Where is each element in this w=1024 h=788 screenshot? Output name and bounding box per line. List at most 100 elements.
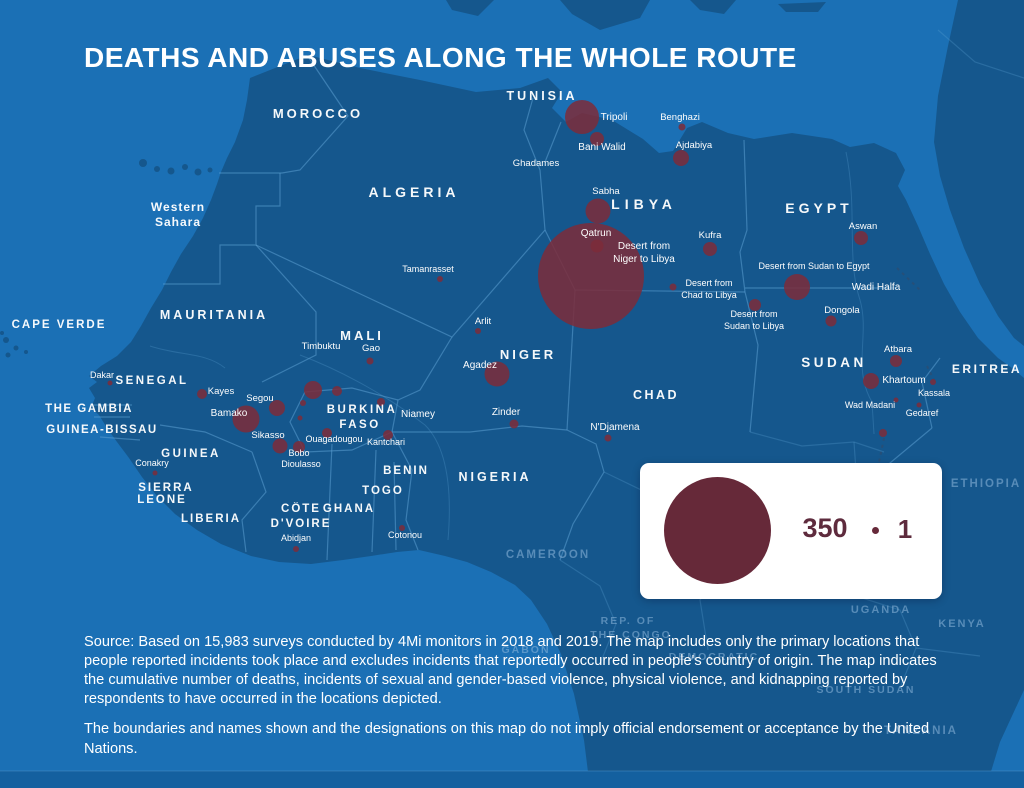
city-label-sabha: Sabha [592,186,620,197]
bubble-mali-small-area [300,400,306,406]
bubble-khartoum [863,373,879,389]
city-label-benghazi: Benghazi [660,112,700,123]
country-label-algeria: ALGERIA [369,184,460,200]
bubble-cotonou [399,525,405,531]
city-label-desert-from-sudan-to-egypt: Desert from Sudan to Egypt [758,261,870,271]
city-label-cotonou: Cotonou [388,530,422,540]
bubble-mopti-area [304,381,322,399]
city-label-tripoli: Tripoli [601,112,628,123]
city-label-khartoum: Khartoum [882,375,925,386]
bubble-ethiopia-border-area [879,429,887,437]
faded-label-rep-of: REP. OF [601,615,656,627]
city-label-wadi-halfa: Wadi Halfa [852,282,901,293]
city-label-desert-from: Desert from [730,309,777,319]
source-paragraph-2: The boundaries and names shown and the d… [84,721,930,757]
source-paragraph-1: Source: Based on 15,983 surveys conducte… [84,634,937,708]
country-label-nigeria: NIGERIA [458,470,531,484]
bubble-tamanrasset [437,276,443,282]
country-label-morocco: MOROCCO [273,106,363,121]
city-label-niger-to-libya: Niger to Libya [613,254,675,265]
bubble-desert-from-sudan-to-libya [749,299,761,311]
bubble-sabha [585,198,611,224]
bubble-desert-from-chad-to-libya [669,283,677,291]
faded-label-uganda: UGANDA [851,604,911,616]
country-label-guinea-bissau: GUINEA-BISSAU [46,424,158,436]
country-label-ghana: GHANA [323,503,375,515]
country-label-the-gambia: THE GAMBIA [45,403,133,415]
country-label-benin: BENIN [383,465,429,477]
country-label-liberia: LIBERIA [181,513,241,525]
bubble-conakry [152,470,158,476]
faded-labels-layer: CAMEROON REP. OF THE CONGO GABON DEMOCRATIC S… [501,478,1019,737]
city-labels-layer: Tripoli Bani Walid Benghazi Ajdabiya Ghadame… [90,112,950,543]
bubble-atbara [890,355,902,367]
country-label-sudan: SUDAN [801,355,867,370]
country-borders [94,29,1024,689]
canary-islands [139,159,213,176]
city-label-sikasso: Sikasso [251,430,284,441]
bubble-bani-walid [590,132,604,146]
source-note: Source: Based on 15,983 surveys conducte… [84,633,940,770]
country-label-d-voire: D'VOIRE [271,518,332,530]
bubble-qatrun [590,239,604,253]
bubble-kayes [197,389,207,399]
city-label-qatrun: Qatrun [581,228,612,239]
country-label-mali: MALI [340,328,384,343]
country-label-faso: FASO [339,419,380,431]
city-label-timbuktu: Timbuktu [302,341,341,352]
legend-max-value: 350 [802,513,848,543]
bubble-bamako [232,405,260,433]
bubble-gedaref [916,402,922,408]
bubble-bobo-dioulasso [293,441,305,453]
legend-max-circle [664,477,771,584]
city-label-ghadames: Ghadames [513,158,560,169]
bubble-agadez [484,361,510,387]
bubble-mali-small-area-2 [297,415,303,421]
faded-label-south-sudan: SOUTH SUDAN [816,684,915,696]
city-label-tamanrasset: Tamanrasset [402,264,454,274]
city-label-niamey: Niamey [401,409,435,420]
bubble-benghazi [678,123,686,131]
country-label-burkina: BURKINA [327,404,398,416]
bubbles-layer [107,100,936,552]
city-label-desert-from: Desert from [618,241,670,252]
city-label-gedaref: Gedaref [906,408,939,418]
country-label-niger: NIGER [500,347,556,362]
cape-verde-islands [0,331,28,358]
city-label-kantchari: Kantchari [367,437,405,447]
city-label-aswan: Aswan [849,221,878,232]
bubble-ndjamena [604,434,612,442]
city-label-kayes: Kayes [208,386,235,397]
faded-label-democratic: DEMOCRATIC [669,651,759,663]
faded-label-tanzania: TANZANIA [884,725,958,737]
bubble-abidjan [293,546,299,552]
bubble-kufra [703,242,717,256]
country-label-western: Western [151,200,205,214]
europe-landmasses [446,0,826,30]
country-label-mauritania: MAURITANIA [160,308,268,322]
bubble-niamey-area [377,398,385,406]
bubble-tripoli [565,100,599,134]
bubble-gao [366,357,374,365]
city-label-n-djamena: N'Djamena [590,422,640,433]
city-label-wad-madani: Wad Madani [845,400,895,410]
country-label-chad: CHAD [633,388,679,402]
city-label-ouagadougou: Ouagadougou [305,434,362,444]
africa-landmass [89,55,1024,788]
rivers [149,151,875,541]
country-label-togo: TOGO [362,485,404,497]
city-label-chad-to-libya: Chad to Libya [681,290,737,300]
city-label-segou: Segou [246,393,273,404]
bubble-zinder [509,419,519,429]
country-label-libya: LIBYA [611,196,677,212]
city-label-ajdabiya: Ajdabiya [676,140,713,151]
city-label-kassala: Kassala [918,388,950,398]
bubble-arlit [475,328,481,334]
country-label-eritrea: ERITREA [952,362,1022,376]
country-label-tunisia: TUNISIA [507,89,578,103]
city-label-bani-walid: Bani Walid [578,142,625,153]
city-label-dongola: Dongola [824,305,860,316]
city-label-dakar: Dakar [90,370,114,380]
